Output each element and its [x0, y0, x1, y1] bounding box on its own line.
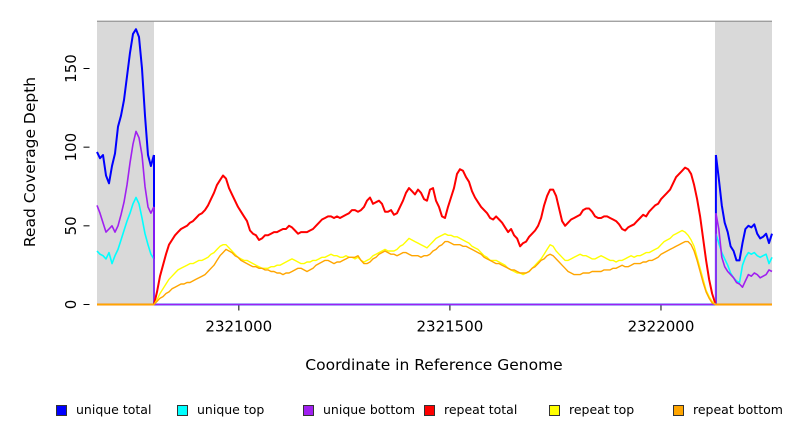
- x-tick-label: 2322000: [628, 318, 695, 336]
- legend-label: unique total: [76, 402, 152, 417]
- y-axis-title: Read Coverage Depth: [21, 76, 39, 248]
- unique-bottom-swatch-icon: [303, 404, 314, 416]
- x-tick-label: 2321000: [205, 318, 272, 336]
- legend-item-unique-top: unique top: [177, 401, 264, 419]
- y-tick-label: 100: [62, 133, 80, 162]
- y-tick-label: 50: [62, 216, 80, 235]
- series-unique-total: [96, 28, 155, 185]
- legend-item-unique-bottom: unique bottom: [303, 401, 415, 419]
- legend-label: unique bottom: [323, 402, 416, 417]
- series-unique-bottom: [96, 130, 155, 233]
- series-unique-top: [96, 196, 155, 265]
- legend: unique total unique top unique bottom repea…: [0, 401, 792, 421]
- legend-label: repeat total: [444, 402, 518, 417]
- repeat-total-swatch-icon: [424, 404, 435, 416]
- series-unique-top: [715, 233, 773, 284]
- legend-label: unique top: [197, 402, 265, 417]
- repeat-bottom-swatch-icon: [673, 404, 684, 416]
- legend-item-repeat-total: repeat total: [424, 401, 517, 419]
- series-repeat-bottom: [153, 240, 716, 306]
- x-tick-label: 2321500: [417, 318, 484, 336]
- unique-total-swatch-icon: [56, 404, 67, 416]
- series-repeat-total: [153, 166, 717, 305]
- unique-top-swatch-icon: [177, 404, 188, 416]
- series-repeat-top: [153, 229, 716, 305]
- series-unique-total: [714, 154, 773, 262]
- legend-item-repeat-top: repeat top: [549, 401, 634, 419]
- legend-label: repeat top: [569, 402, 635, 417]
- repeat-top-swatch-icon: [549, 404, 560, 416]
- series-unique-total: [153, 155, 717, 306]
- y-tick-label: 0: [62, 300, 80, 310]
- legend-item-unique-total: unique total: [56, 401, 151, 419]
- legend-item-repeat-bottom: repeat bottom: [673, 401, 783, 419]
- x-axis-title: Coordinate in Reference Genome: [305, 356, 563, 374]
- y-tick-label: 150: [62, 54, 80, 83]
- series-unique-bottom: [153, 206, 717, 306]
- series-unique-bottom: [715, 213, 773, 289]
- series-unique-top: [153, 233, 717, 306]
- shaded-region: [97, 21, 154, 305]
- legend-label: repeat bottom: [693, 402, 783, 417]
